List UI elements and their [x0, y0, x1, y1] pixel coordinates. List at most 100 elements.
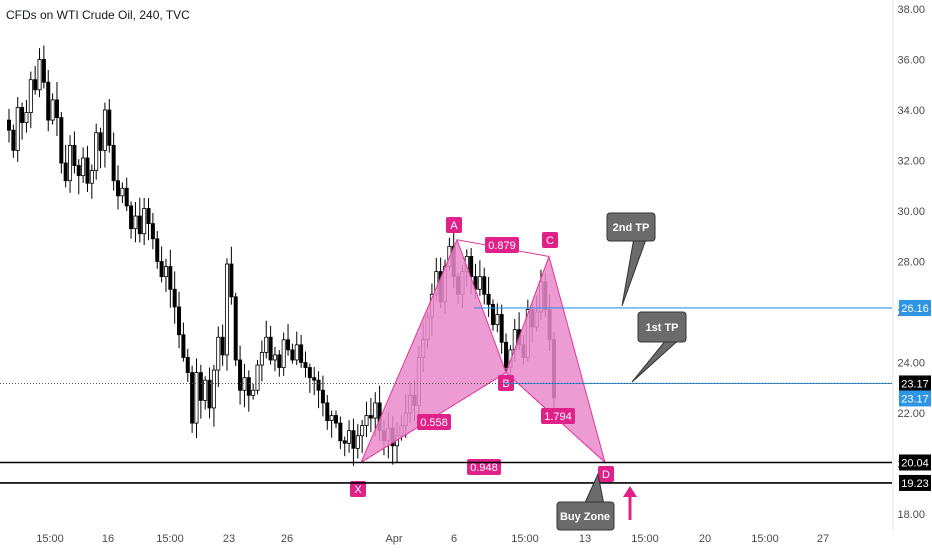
buy-zone-box: [556, 501, 615, 531]
candle-body: [299, 344, 304, 363]
buy-zone-text: Buy Zone: [560, 511, 610, 523]
candle-body: [211, 369, 216, 409]
price-axis-label-text: 23.17: [901, 393, 929, 405]
candle-body: [54, 99, 59, 118]
y-tick-label: 38.00: [897, 4, 925, 16]
y-tick-label: 18.00: [897, 509, 925, 521]
candle-body: [347, 430, 352, 444]
x-tick-label: Apr: [385, 533, 402, 545]
candle-body: [277, 354, 282, 368]
candle-body: [94, 132, 99, 172]
candle: [286, 324, 291, 356]
candle-body: [477, 276, 482, 290]
candle-body: [246, 377, 251, 396]
callout-buy-zone: Buy Zone: [556, 472, 615, 531]
candle-body: [85, 157, 90, 184]
candle: [116, 165, 121, 210]
candle: [294, 331, 299, 366]
candle-body: [220, 336, 225, 356]
candle: [133, 201, 138, 243]
candle-body: [504, 341, 509, 368]
candle: [360, 420, 365, 454]
ratio-bd-label: 1.794: [541, 408, 575, 424]
point-d-label: D: [598, 466, 614, 482]
point-d-label-text: D: [602, 469, 610, 481]
ratio-xb-label-text: 0.558: [420, 417, 448, 429]
candle-body: [50, 99, 55, 121]
callout-2nd-tp-text: 2nd TP: [613, 222, 650, 234]
candle: [98, 127, 103, 169]
candle-body: [150, 223, 155, 240]
candle: [290, 343, 295, 364]
candle: [11, 124, 16, 158]
price-axis-label-bg: [899, 474, 931, 491]
candle: [233, 292, 238, 367]
candle: [177, 291, 182, 349]
price-axis-label-bg: [899, 375, 931, 392]
callout-2nd-tp-box: [606, 212, 656, 242]
candle: [85, 145, 90, 193]
candle-body: [198, 372, 203, 401]
candle: [137, 197, 142, 243]
pattern-triangle-bcd: [505, 254, 606, 465]
candle: [76, 159, 81, 195]
x-tick-label: 15:00: [631, 533, 659, 545]
callout-1st-tp-box: [637, 311, 687, 343]
candle-body: [316, 379, 321, 391]
candle-body: [181, 334, 186, 358]
candle: [224, 258, 229, 371]
candle-body: [281, 339, 286, 368]
ratio-ac-label: 0.879: [485, 237, 519, 253]
ratio-ac-label-bg: [485, 237, 519, 253]
candle-body: [360, 425, 365, 437]
price-axis-label: 19.23: [899, 474, 931, 491]
candle-body: [15, 107, 20, 151]
candle: [120, 182, 125, 204]
candle: [124, 177, 129, 212]
candle-body: [155, 238, 160, 262]
x-tick-label: 15:00: [751, 533, 779, 545]
candle: [168, 249, 173, 308]
candle-body: [133, 215, 138, 230]
candle-body: [163, 266, 168, 278]
x-tick-label: 26: [281, 533, 293, 545]
candle: [107, 99, 112, 153]
buy-arrow-icon: [623, 486, 637, 520]
candle-body: [7, 119, 12, 131]
y-tick-label: 28.00: [897, 257, 925, 269]
candle: [264, 320, 269, 359]
candle: [50, 93, 55, 125]
candle-body: [224, 263, 229, 356]
candle-body: [312, 377, 317, 381]
candle: [229, 246, 234, 305]
ratio-bd-label-bg: [541, 408, 575, 424]
point-c-label-text: C: [546, 235, 554, 247]
candle-body: [216, 336, 221, 371]
candle: [33, 65, 38, 95]
callout-1st-tp-text: 1st TP: [645, 322, 678, 334]
ratio-xd-label: 0.948: [467, 459, 501, 475]
candle-body: [177, 306, 182, 336]
candle: [246, 370, 251, 412]
point-c-label: C: [542, 232, 558, 248]
candle-body: [329, 415, 334, 421]
candle-body: [68, 144, 73, 182]
candle: [504, 333, 509, 372]
candle: [299, 334, 304, 368]
candle: [142, 198, 147, 246]
candle: [163, 258, 168, 293]
candle-body: [24, 112, 29, 124]
candle-body: [194, 372, 199, 424]
candle-body: [368, 415, 373, 419]
candle: [347, 420, 352, 453]
callout-1st-tp-pointer: [631, 341, 678, 383]
candle-body: [11, 129, 16, 151]
candle-body: [373, 402, 378, 419]
candle: [72, 131, 77, 174]
candle: [307, 363, 312, 393]
price-axis-label: 26.16: [899, 299, 931, 316]
candle: [190, 365, 195, 433]
candle: [129, 201, 134, 239]
